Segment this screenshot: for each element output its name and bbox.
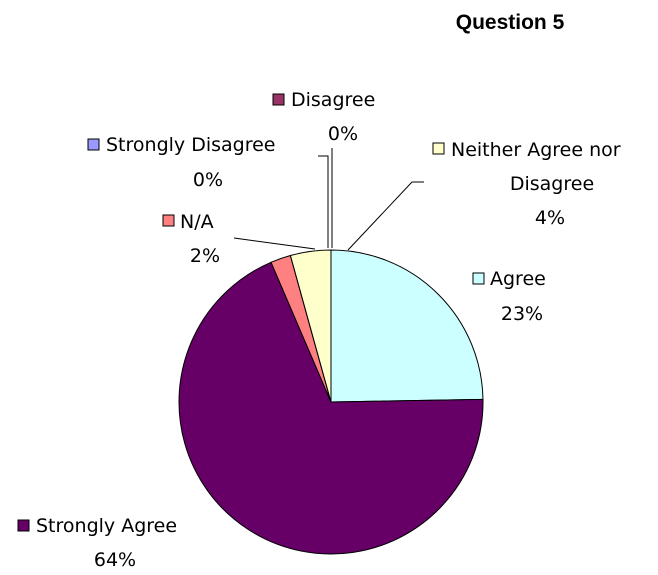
pie-slices xyxy=(178,249,484,555)
legend-key-strongly-disagree xyxy=(87,138,100,151)
slice-percent-neither-agree-nor-disagree: 4% xyxy=(535,207,565,229)
slice-label-agree: Agree xyxy=(490,268,546,290)
slice-label-neither-agree-nor-disagree: Neither Agree nor Disagree xyxy=(451,139,621,195)
leader-line-n-a xyxy=(233,237,316,250)
slice-label-strongly-agree: Strongly Agree xyxy=(36,515,177,537)
slice-percent-n-a: 2% xyxy=(190,245,220,267)
legend-key-disagree xyxy=(272,93,285,106)
slice-label-n-a: N/A xyxy=(180,211,214,233)
slice-labels: Agree 23% Strongly Agree 64% N/A 2% Strongly D… xyxy=(17,89,621,571)
legend-key-agree xyxy=(472,272,485,285)
slice-neither-agree-nor-disagree xyxy=(289,249,332,403)
slice-percent-strongly-disagree: 0% xyxy=(193,169,223,191)
chart-title: Question 5 xyxy=(456,11,565,34)
leader-lines xyxy=(233,148,424,251)
slice-strongly-agree xyxy=(178,261,484,555)
leader-line-strongly-disagree xyxy=(318,155,329,248)
slice-label-strongly-disagree: Strongly Disagree xyxy=(106,134,275,156)
slice-percent-agree: 23% xyxy=(501,303,543,325)
slice-percent-disagree: 0% xyxy=(328,123,358,145)
legend-key-n-a xyxy=(162,214,175,227)
slice-label-disagree: Disagree xyxy=(291,89,375,111)
legend-key-strongly-agree xyxy=(17,519,30,532)
legend-key-neither-agree-nor-disagree xyxy=(432,142,445,155)
slice-agree xyxy=(330,249,484,403)
slice-percent-strongly-agree: 64% xyxy=(94,549,136,571)
leader-line-neither-agree-nor-disagree xyxy=(347,181,424,251)
